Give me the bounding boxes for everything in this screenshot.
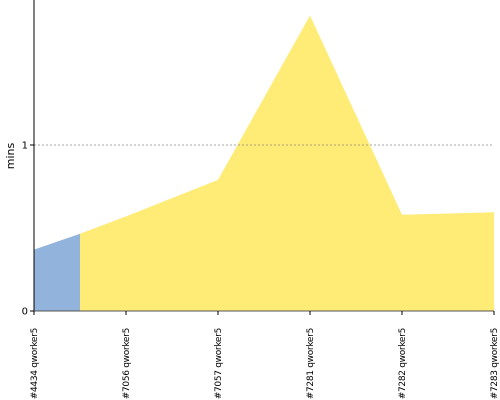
x-tick-label: #4434 qworker5 <box>30 328 40 399</box>
x-tick-label: #7282 qworker5 <box>398 328 408 399</box>
area-series-group <box>34 15 494 312</box>
x-tick-label: #7281 qworker5 <box>306 328 316 399</box>
y-axis-label: mins <box>4 142 17 169</box>
area-series-1 <box>80 15 494 312</box>
x-tick-label: #7057 qworker5 <box>214 328 224 399</box>
x-tick-label: #7283 qworker5 <box>490 328 500 399</box>
y-tick-label: 0 <box>22 307 28 318</box>
area-series-0 <box>34 233 80 311</box>
y-ticks-group: 01 <box>22 141 34 318</box>
y-tick-label: 1 <box>22 141 28 152</box>
x-ticks-group: #4434 qworker5 #7056 qworker5 #7057 qworke… <box>30 311 500 399</box>
x-tick-label: #7056 qworker5 <box>122 328 132 399</box>
